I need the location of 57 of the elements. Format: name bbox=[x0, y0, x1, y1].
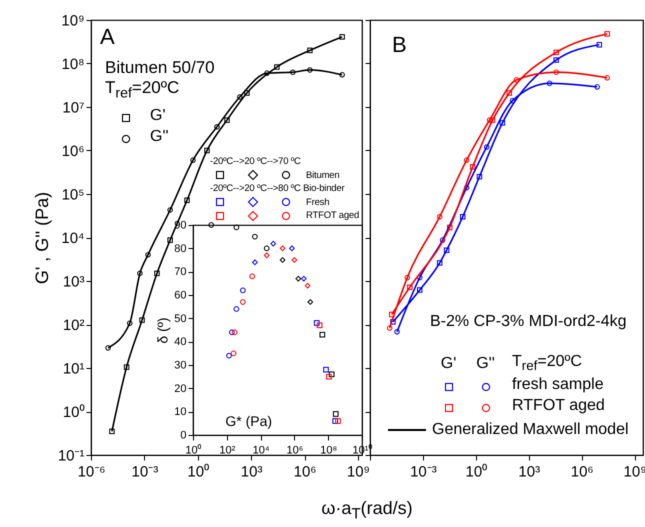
x-tick-label: 10⁹ bbox=[346, 464, 370, 480]
y-tick-label: 30 bbox=[174, 360, 186, 372]
x-tick-label: 10³ bbox=[518, 464, 540, 480]
annotation: -20ºC-->20 ºC-->80 ºC Bio-binder bbox=[209, 182, 346, 196]
y-tick-label: 10 bbox=[174, 406, 186, 418]
y-tick-label: 20 bbox=[174, 382, 186, 395]
legend-label: fresh sample bbox=[512, 374, 604, 394]
x-axis-title: G* (Pa) bbox=[225, 413, 272, 430]
x-axis-title: ω·a$_{T}$(rad/s) bbox=[321, 498, 413, 524]
annotation: B bbox=[392, 32, 407, 58]
y-tick-label: 10¹ bbox=[62, 360, 84, 378]
x-tick-label: 10⁻³ bbox=[132, 464, 158, 480]
legend-label: Bitumen bbox=[306, 170, 340, 181]
annotation: A bbox=[100, 24, 115, 50]
legend-label: RTFOT aged bbox=[306, 210, 360, 222]
x-tick-label: 10⁰ bbox=[187, 464, 210, 480]
annotation: Generalized Maxwell model bbox=[432, 420, 629, 440]
y-tick-label: 10⁴ bbox=[61, 230, 84, 247]
y-tick-label: 10⁰ bbox=[62, 404, 84, 421]
annotation: G' bbox=[440, 354, 458, 374]
y-tick-label: 10⁻¹ bbox=[58, 448, 84, 464]
x-tick-label: 10⁰ bbox=[185, 444, 202, 456]
annotation: Bitumen 50/70 bbox=[105, 58, 215, 78]
legend-label: Fresh bbox=[306, 196, 330, 208]
legend-label: RTFOT aged bbox=[512, 396, 605, 416]
y-tick-label: 10⁷ bbox=[62, 100, 84, 116]
annotation: T$_{ref}$=20ºC bbox=[512, 352, 582, 375]
y-tick-label: 10⁸ bbox=[61, 56, 84, 73]
x-tick-label: 10³ bbox=[240, 464, 262, 480]
annotation: T$_{ref}$=20ºC bbox=[105, 78, 180, 103]
y-tick-label: 40 bbox=[174, 336, 186, 348]
legend-label: G' bbox=[150, 106, 166, 126]
annotation: B-2% CP-3% MDI-ord2-4kg bbox=[430, 312, 626, 332]
x-tick-label: 10⁻³ bbox=[410, 464, 437, 480]
y-tick-label: 10³ bbox=[62, 274, 84, 290]
x-tick-label: 10⁴ bbox=[252, 444, 270, 456]
y-tick-label: 50 bbox=[174, 312, 186, 325]
x-tick-label: 10² bbox=[219, 444, 236, 456]
y-tick-label: 10⁵ bbox=[62, 186, 84, 204]
annotation: -20ºC-->20 ºC-->70 ºC bbox=[209, 155, 302, 168]
y-tick-label: 10² bbox=[62, 317, 84, 334]
y-tick-label: 0 bbox=[180, 430, 186, 442]
y-tick-label: 60 bbox=[174, 290, 186, 302]
x-tick-label: 10⁶ bbox=[294, 464, 316, 480]
y-tick-label: 10⁶ bbox=[62, 143, 84, 160]
y-tick-label: 70 bbox=[174, 266, 186, 278]
y-axis-title: G' , G'' (Pa) bbox=[32, 192, 52, 284]
x-tick-label: 10⁸ bbox=[320, 444, 338, 456]
x-tick-label: 10⁰ bbox=[465, 464, 488, 480]
y-tick-label: 80 bbox=[174, 242, 186, 255]
x-tick-label: 10⁶ bbox=[286, 444, 304, 456]
y-axis-title: δ (º) bbox=[154, 317, 170, 344]
x-tick-label: 10⁻⁶ bbox=[78, 464, 106, 480]
x-tick-label: 10⁶ bbox=[570, 464, 594, 480]
y-tick-label: 10⁹ bbox=[61, 12, 84, 30]
annotation: G'' bbox=[475, 354, 496, 374]
legend-label: G'' bbox=[150, 126, 169, 146]
